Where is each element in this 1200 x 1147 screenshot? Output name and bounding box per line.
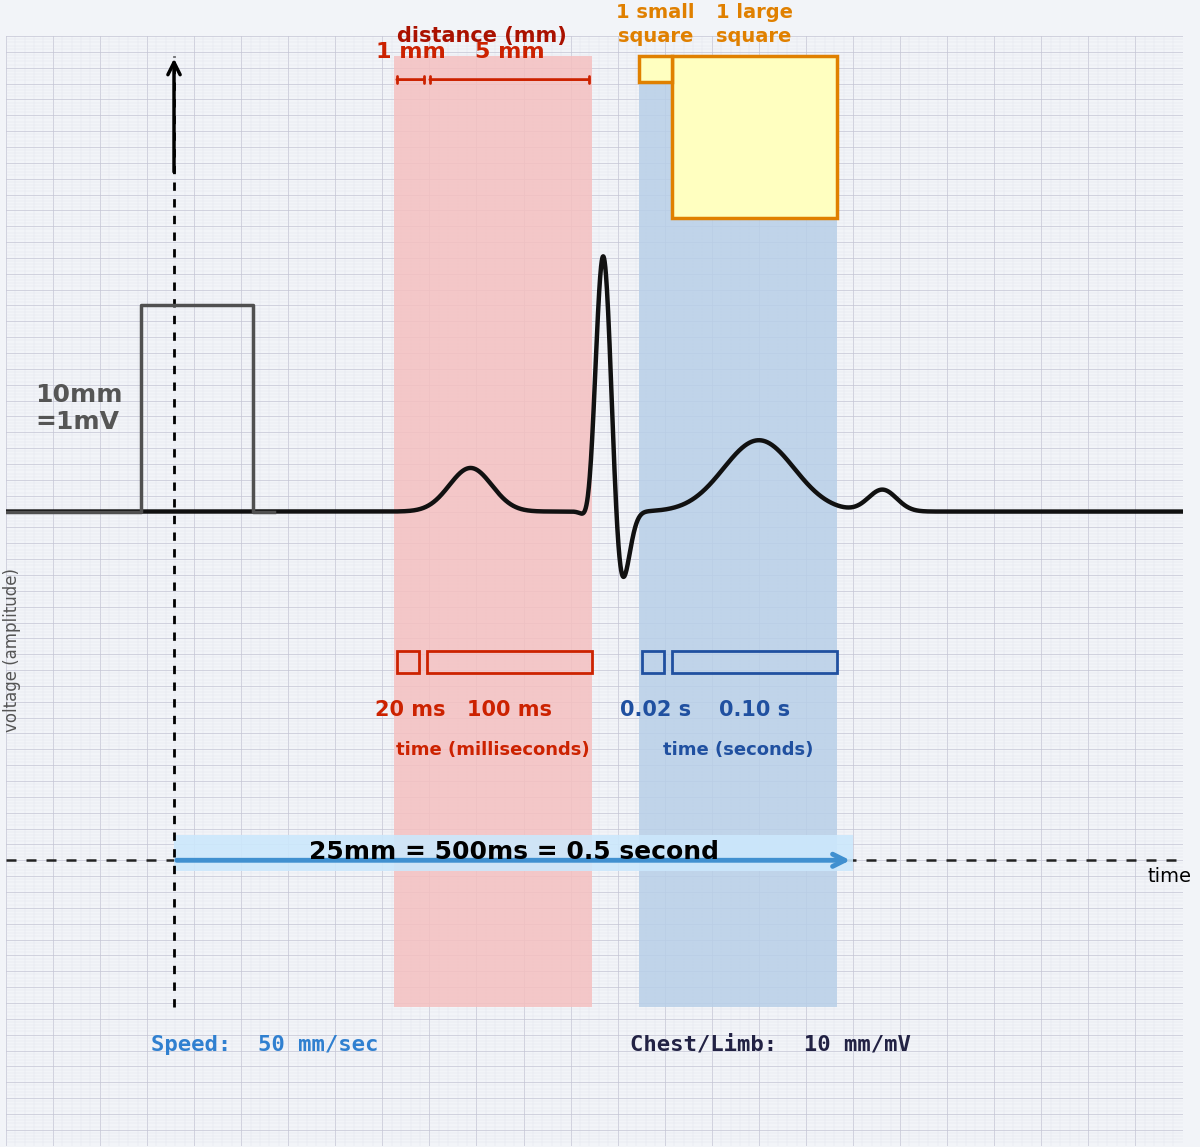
Bar (672, 56, 836, 218)
Text: Chest/Limb:  10 mm/mV: Chest/Limb: 10 mm/mV (630, 1035, 911, 1054)
Bar (427, 56, 592, 1007)
Text: 1 mm: 1 mm (376, 41, 445, 62)
Bar (638, 56, 672, 81)
Text: 0.10 s: 0.10 s (719, 700, 790, 720)
Bar (672, 56, 836, 1007)
Text: time (seconds): time (seconds) (662, 741, 812, 759)
Text: 5 mm: 5 mm (474, 41, 545, 62)
Text: voltage (amplitude): voltage (amplitude) (2, 568, 20, 732)
Text: 1 large
square: 1 large square (715, 3, 793, 46)
Text: 20 ms: 20 ms (376, 700, 445, 720)
Text: 1 small
square: 1 small square (616, 3, 695, 46)
Text: distance (mm): distance (mm) (397, 26, 568, 46)
Bar (174, 835, 853, 871)
Bar (638, 56, 672, 1007)
Text: time: time (1147, 867, 1192, 885)
Bar (397, 651, 419, 673)
Text: Speed:  50 mm/sec: Speed: 50 mm/sec (151, 1035, 378, 1054)
Text: 0.02 s: 0.02 s (619, 700, 691, 720)
Text: 10mm
=1mV: 10mm =1mV (35, 383, 122, 435)
Text: 100 ms: 100 ms (467, 700, 552, 720)
Bar (394, 56, 427, 1007)
Text: time (milliseconds): time (milliseconds) (396, 741, 589, 759)
Bar (672, 651, 836, 673)
Text: 25mm = 500ms = 0.5 second: 25mm = 500ms = 0.5 second (308, 841, 719, 865)
Bar (642, 651, 664, 673)
Bar (427, 651, 592, 673)
